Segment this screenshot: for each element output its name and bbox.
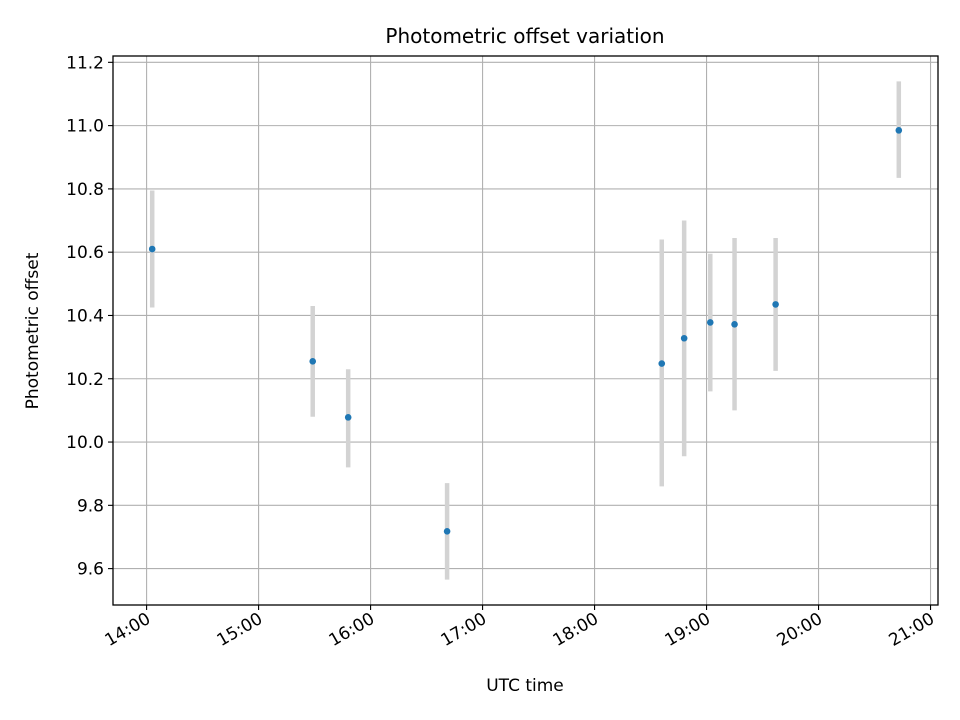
- data-point: [680, 334, 688, 342]
- y-tick-label: 9.8: [77, 496, 104, 516]
- data-point: [658, 360, 666, 367]
- y-tick-label: 11.0: [66, 117, 104, 137]
- data-point: [443, 527, 451, 535]
- plot-frame: [112, 55, 939, 606]
- data-point: [895, 127, 903, 134]
- data-point: [772, 301, 779, 308]
- y-tick-label: 11.2: [66, 53, 104, 73]
- data-point: [148, 245, 156, 253]
- data-point: [344, 414, 352, 421]
- y-tick-label: 10.2: [66, 370, 104, 390]
- data-point: [706, 319, 714, 326]
- data-markers: [148, 127, 903, 535]
- y-axis-label: Photometric offset: [23, 252, 43, 409]
- data-point: [309, 358, 317, 365]
- y-axis-ticks: 9.6 9.8 10.0 10.2 10.4 10.6 10.8 11.0 11.2: [66, 53, 113, 580]
- y-tick-label: 10.8: [66, 180, 104, 200]
- chart-title: Photometric offset variation: [385, 24, 664, 48]
- x-axis-label: UTC time: [486, 676, 564, 696]
- y-tick-label: 10.6: [66, 243, 104, 263]
- y-tick-label: 9.6: [77, 560, 104, 580]
- data-point: [731, 321, 738, 328]
- y-tick-label: 10.4: [66, 306, 104, 326]
- y-tick-label: 10.0: [66, 433, 104, 453]
- grid: [113, 56, 938, 605]
